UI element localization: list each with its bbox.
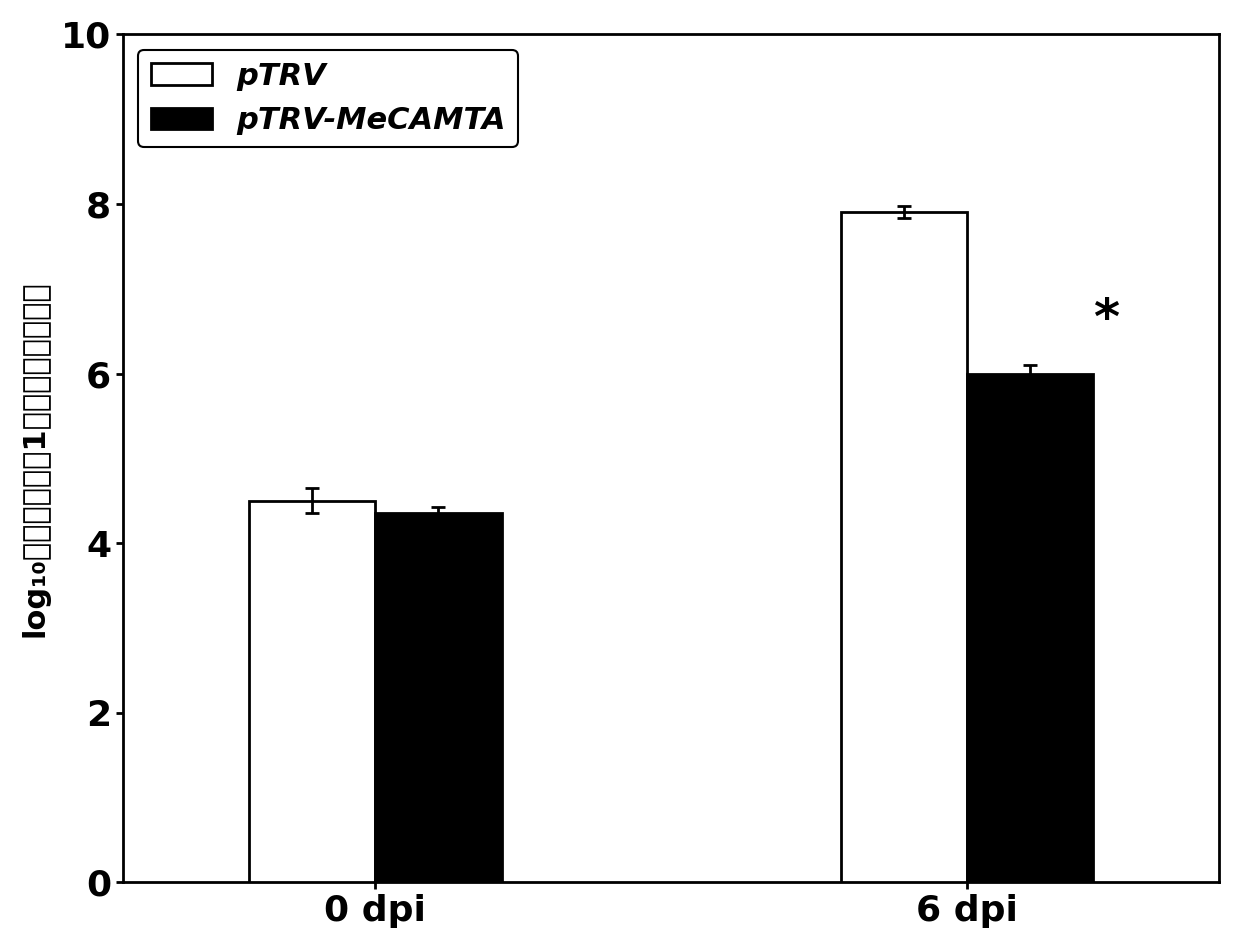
Text: *: * <box>1092 296 1118 344</box>
Bar <box>249 501 376 883</box>
Legend: pTRV, pTRV-MeCAMTA: pTRV, pTRV-MeCAMTA <box>139 49 518 147</box>
Bar <box>967 374 1092 883</box>
Bar <box>841 213 967 883</box>
Y-axis label: log₁₀（细菌数目／1平方厘米的叶片）: log₁₀（细菌数目／1平方厘米的叶片） <box>21 280 50 637</box>
Bar <box>376 513 501 883</box>
